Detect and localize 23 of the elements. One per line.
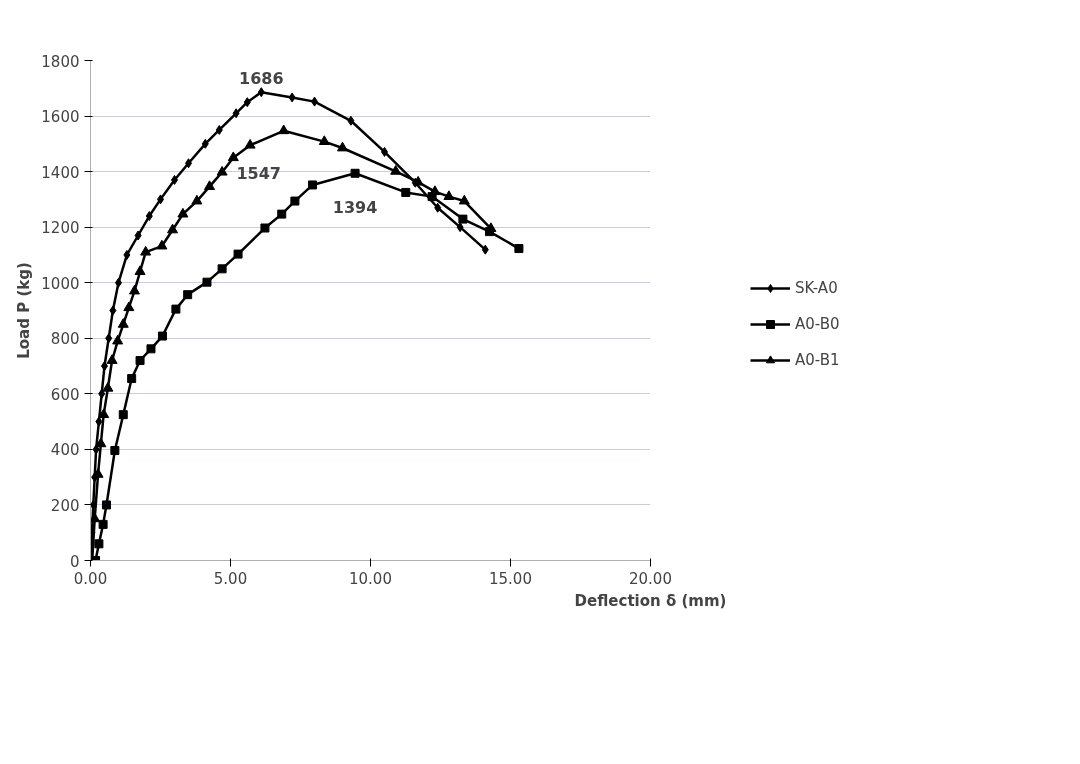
y-tick-label: 400 [50,441,80,460]
x-axis-title: Deflection δ (mm) [574,591,727,610]
x-tick-label: 0.00 [73,569,108,588]
y-tick-label: 0 [69,552,80,571]
y-tick-label: 1800 [41,52,80,71]
annotation: 1686 [239,69,284,89]
y-tick-label: 1200 [41,219,80,238]
x-tick-label: 5.00 [213,569,248,588]
y-tick-label: 1000 [41,274,80,293]
y-tick-label: 1400 [41,163,80,182]
y-tick-label: 600 [50,385,80,404]
x-tick-label: 20.00 [629,569,672,588]
annotation: 1394 [332,198,378,218]
x-tick-label: 15.00 [489,569,532,588]
y-tick-label: 800 [50,330,80,349]
y-tick-label: 1600 [41,108,80,127]
legend-label: A0-B1 [795,351,840,369]
legend-label: SK-A0 [795,279,838,297]
annotation: 1547 [236,163,281,183]
legend-label: A0-B0 [795,315,840,333]
y-tick-label: 200 [50,496,80,515]
x-tick-label: 10.00 [349,569,392,588]
y-axis-title: Load P (kg) [15,262,34,359]
